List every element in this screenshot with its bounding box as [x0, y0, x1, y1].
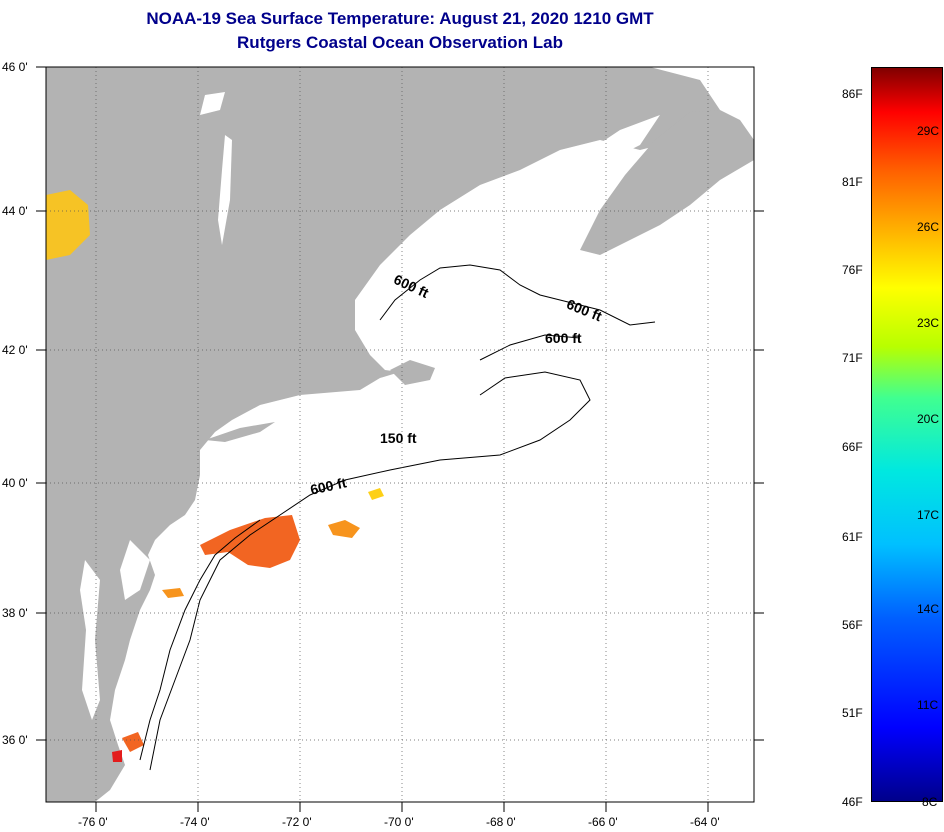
lon-label: -72 0'	[282, 815, 312, 829]
colorbar-label-f: 66F	[842, 440, 863, 454]
moosehead-lake	[200, 92, 225, 115]
lon-label: -76 0'	[78, 815, 108, 829]
colorbar-label-f: 71F	[842, 351, 863, 365]
lat-label: 44 0'	[2, 204, 28, 218]
sst-patch-red	[112, 750, 122, 762]
contour-label: 150 ft	[380, 430, 417, 446]
map-frame	[45, 66, 755, 803]
colorbar-label-c: 14C	[917, 602, 940, 616]
colorbar-label-c: 20C	[917, 412, 940, 426]
colorbar-label-c: 8C	[922, 795, 938, 809]
colorbar-label-f: 76F	[842, 263, 863, 277]
lon-label: -74 0'	[180, 815, 210, 829]
contour-150ft-shelf	[139, 519, 261, 761]
lat-label: 40 0'	[2, 476, 28, 490]
contour-label: 600 ft	[545, 330, 582, 346]
colorbar-label-f: 61F	[842, 530, 863, 544]
lat-label: 46 0'	[2, 60, 28, 74]
contour-georges	[479, 334, 581, 361]
lon-label: -70 0'	[384, 815, 414, 829]
sst-patch-orange-2	[162, 588, 184, 598]
lat-label: 38 0'	[2, 606, 28, 620]
land-long-island	[205, 422, 275, 442]
lon-label: -66 0'	[588, 815, 618, 829]
map-title: NOAA-19 Sea Surface Temperature: August …	[146, 9, 654, 28]
land-nova-scotia	[580, 110, 754, 255]
temperature-colorbar	[871, 67, 943, 802]
colorbar-label-c: 29C	[917, 124, 940, 138]
sst-patch-yellow-1	[368, 488, 384, 500]
sst-patch-south	[122, 732, 144, 752]
lake-champlain	[218, 135, 232, 245]
frame-ticks	[36, 66, 764, 812]
lon-label: -68 0'	[486, 815, 516, 829]
chesapeake-bay	[80, 560, 100, 720]
colorbar-label-f: 56F	[842, 618, 863, 632]
colorbar-label-c: 23C	[917, 316, 940, 330]
map-subtitle: Rutgers Coastal Ocean Observation Lab	[237, 33, 563, 52]
delaware-bay	[120, 540, 150, 600]
colorbar-label-f: 81F	[842, 175, 863, 189]
sst-patch-north	[46, 190, 90, 260]
sst-patch-main	[200, 515, 300, 568]
sst-patch-orange-1	[328, 520, 360, 538]
land-mainland	[46, 67, 720, 802]
land-cape-cod	[390, 360, 435, 385]
colorbar-label-f: 51F	[842, 706, 863, 720]
colorbar-label-c: 11C	[917, 698, 939, 712]
colorbar-label-f: 46F	[842, 795, 863, 809]
contour-gulf-of-maine	[379, 264, 656, 326]
lat-label: 42 0'	[2, 343, 28, 357]
colorbar-label-f: 86F	[842, 87, 863, 101]
lon-label: -64 0'	[690, 815, 720, 829]
contour-600ft-slope	[149, 371, 591, 771]
colorbar-label-c: 17C	[917, 508, 940, 522]
lat-lon-grid	[46, 67, 754, 802]
bay-of-fundy	[560, 115, 660, 185]
lat-label: 36 0'	[2, 733, 28, 747]
colorbar-label-c: 26C	[917, 220, 940, 234]
